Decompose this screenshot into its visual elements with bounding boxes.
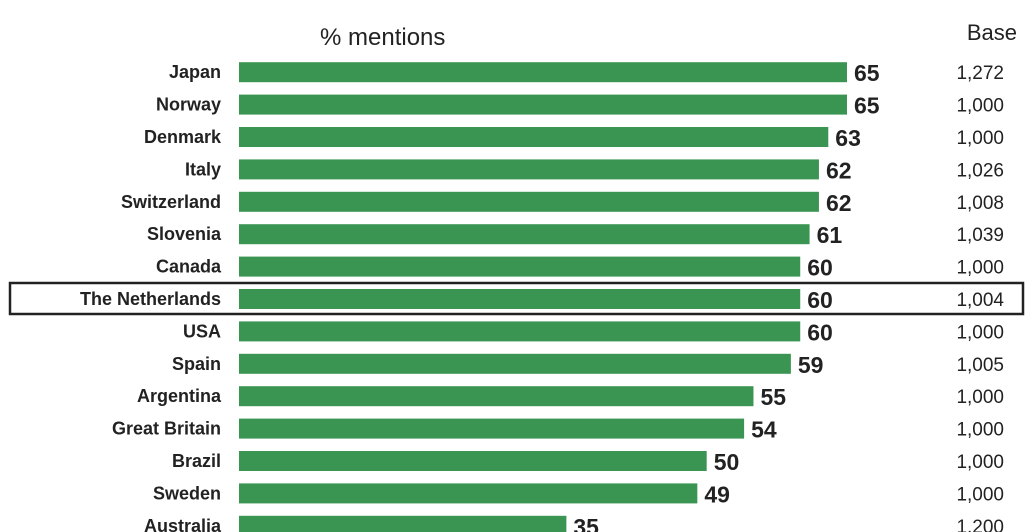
base-value-italy: 1,026 [956,160,1004,181]
bar-australia [239,515,567,532]
base-value-switzerland: 1,008 [956,193,1004,214]
value-label-sweden: 49 [704,481,730,507]
category-label-the-netherlands: The Netherlands [80,289,221,309]
bar-japan [239,62,847,83]
category-label-australia: Australia [144,516,222,532]
bars-layer: Japan 65 1,272 Norway 65 1,000 Denmark 63 1,000 I… [8,60,1025,532]
category-label-switzerland: Switzerland [121,192,221,212]
category-label-brazil: Brazil [172,451,221,471]
bar-great-britain [239,418,745,439]
highlight-frame-the-netherlands [8,281,1025,316]
base-value-norway: 1,000 [956,96,1004,117]
base-value-argentina: 1,000 [956,387,1004,408]
value-label-denmark: 63 [835,125,861,151]
value-label-spain: 59 [798,352,824,378]
base-value-the-netherlands: 1,004 [956,290,1004,311]
bar-sweden [239,483,698,504]
category-label-usa: USA [183,321,221,341]
category-label-italy: Italy [185,159,221,179]
value-label-japan: 65 [854,60,880,86]
value-label-italy: 62 [826,157,852,183]
category-label-denmark: Denmark [144,127,222,147]
bar-spain [239,353,791,374]
value-label-argentina: 55 [760,384,786,410]
category-label-spain: Spain [172,354,221,374]
value-label-australia: 35 [573,514,599,532]
bar-norway [239,94,847,115]
bar-usa [239,321,801,342]
category-label-great-britain: Great Britain [112,419,221,439]
base-value-usa: 1,000 [956,322,1004,343]
bar-italy [239,159,819,180]
category-label-sweden: Sweden [153,483,221,503]
base-column-header: Base [967,20,1017,45]
category-label-argentina: Argentina [137,386,222,406]
bar-brazil [239,451,707,471]
value-label-the-netherlands: 60 [807,287,833,313]
value-label-canada: 60 [807,255,833,281]
base-value-spain: 1,005 [956,355,1004,376]
category-label-norway: Norway [156,95,221,115]
value-label-switzerland: 62 [826,190,852,216]
bar-denmark [239,127,829,147]
base-value-brazil: 1,000 [956,452,1004,473]
base-value-great-britain: 1,000 [956,420,1004,441]
value-label-slovenia: 61 [817,222,843,248]
value-label-brazil: 50 [714,449,740,475]
base-value-slovenia: 1,039 [956,225,1004,246]
category-label-slovenia: Slovenia [147,224,222,244]
bar-argentina [239,386,754,407]
bar-switzerland [239,191,819,212]
value-label-norway: 65 [854,93,880,119]
base-value-canada: 1,000 [956,258,1004,279]
value-label-usa: 60 [807,319,833,345]
value-label-great-britain: 54 [751,417,777,443]
bar-slovenia [239,224,810,245]
bar-the-netherlands [239,289,801,309]
base-value-sweden: 1,000 [956,484,1004,505]
category-label-canada: Canada [156,257,222,277]
base-value-australia: 1,200 [956,517,1004,532]
base-value-denmark: 1,000 [956,128,1004,149]
base-value-japan: 1,272 [956,63,1004,84]
x-axis-title: % mentions [320,24,445,51]
bar-canada [239,256,801,277]
category-label-japan: Japan [169,62,221,82]
